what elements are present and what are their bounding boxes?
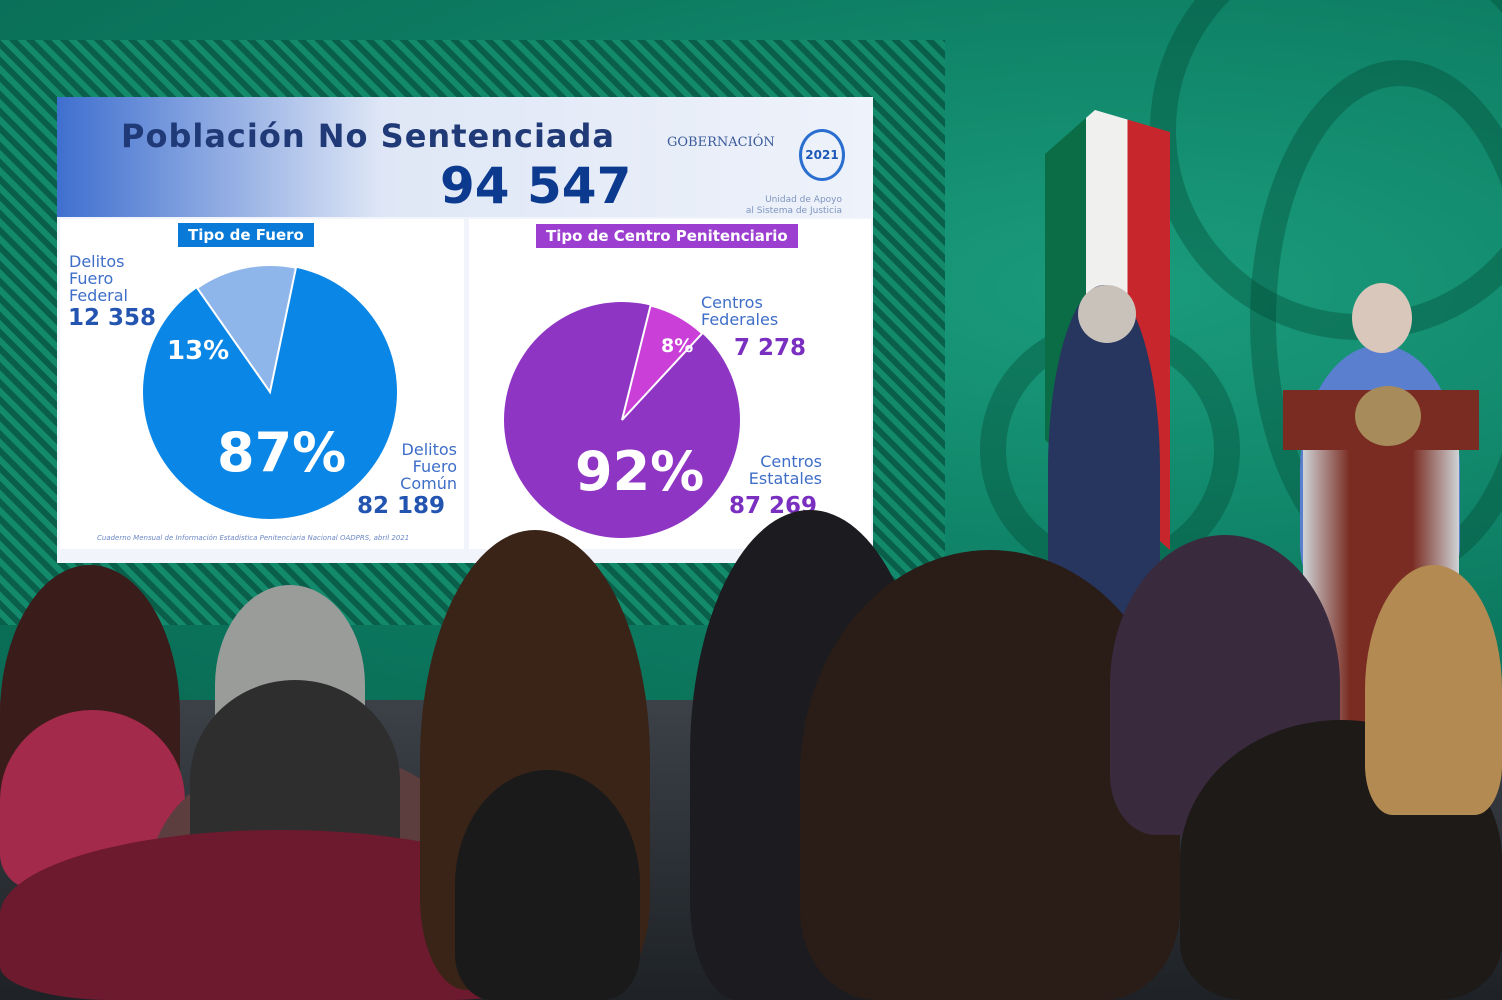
- right-heading: Tipo de Centro Penitenciario: [536, 224, 798, 248]
- slide-header: [57, 97, 873, 217]
- pie-slice-small: [195, 264, 298, 395]
- slide-title: Población No Sentenciada: [121, 117, 615, 155]
- pie-slice-small: [621, 304, 704, 421]
- source-note: Cuaderno Mensual de Información Estadíst…: [97, 534, 410, 542]
- unit-line: Unidad de Apoyo: [765, 195, 842, 205]
- pie-left-small-pct: 13%: [167, 336, 229, 366]
- unit-line: al Sistema de Justicia: [745, 206, 842, 216]
- centro-pie: [504, 302, 740, 538]
- right-small-value: 7 278: [734, 335, 807, 361]
- man-head: [1078, 285, 1136, 343]
- podium-seal: [1355, 386, 1421, 446]
- left-heading: Tipo de Fuero: [178, 223, 314, 247]
- fuero-pie: [143, 264, 397, 519]
- pie-charts: 13% 87% 8% 92%: [143, 264, 740, 538]
- year-seal-logo: 2021: [799, 129, 845, 181]
- woman-head: [1352, 283, 1412, 353]
- presentation-screen: Población No Sentenciada 94 547 GOBERNAC…: [57, 97, 873, 563]
- right-small-label: Centros Federales: [701, 293, 779, 329]
- pie-right-small-pct: 8%: [661, 335, 693, 357]
- gobernacion-logo: GOBERNACIÓN: [667, 135, 775, 150]
- unit-label: Unidad de Apoyo al Sistema de Justicia: [697, 195, 842, 217]
- left-large-value: 82 189: [357, 493, 446, 519]
- pie-left-large-pct: 87%: [217, 421, 346, 484]
- left-small-value: 12 358: [68, 305, 157, 331]
- right-large-label: Centros Estatales: [748, 452, 822, 488]
- left-small-label: Delitos Fuero Federal: [69, 252, 128, 305]
- pie-right-large-pct: 92%: [575, 440, 704, 503]
- left-large-label: Delitos Fuero Común: [400, 440, 457, 493]
- slide-total: 94 547: [440, 157, 632, 215]
